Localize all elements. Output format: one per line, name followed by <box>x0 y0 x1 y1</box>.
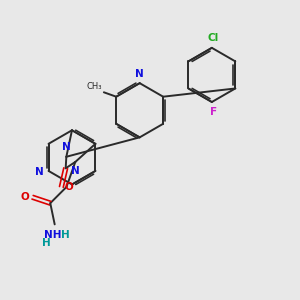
Text: H: H <box>61 230 69 240</box>
Text: N: N <box>71 167 80 176</box>
Text: O: O <box>21 192 30 202</box>
Text: H: H <box>42 238 51 248</box>
Text: N: N <box>135 69 144 79</box>
Text: O: O <box>65 182 74 192</box>
Text: NH: NH <box>44 230 62 240</box>
Text: N: N <box>62 142 71 152</box>
Text: Cl: Cl <box>208 32 219 43</box>
Text: N: N <box>35 167 44 177</box>
Text: F: F <box>210 107 217 117</box>
Text: CH₃: CH₃ <box>87 82 102 91</box>
